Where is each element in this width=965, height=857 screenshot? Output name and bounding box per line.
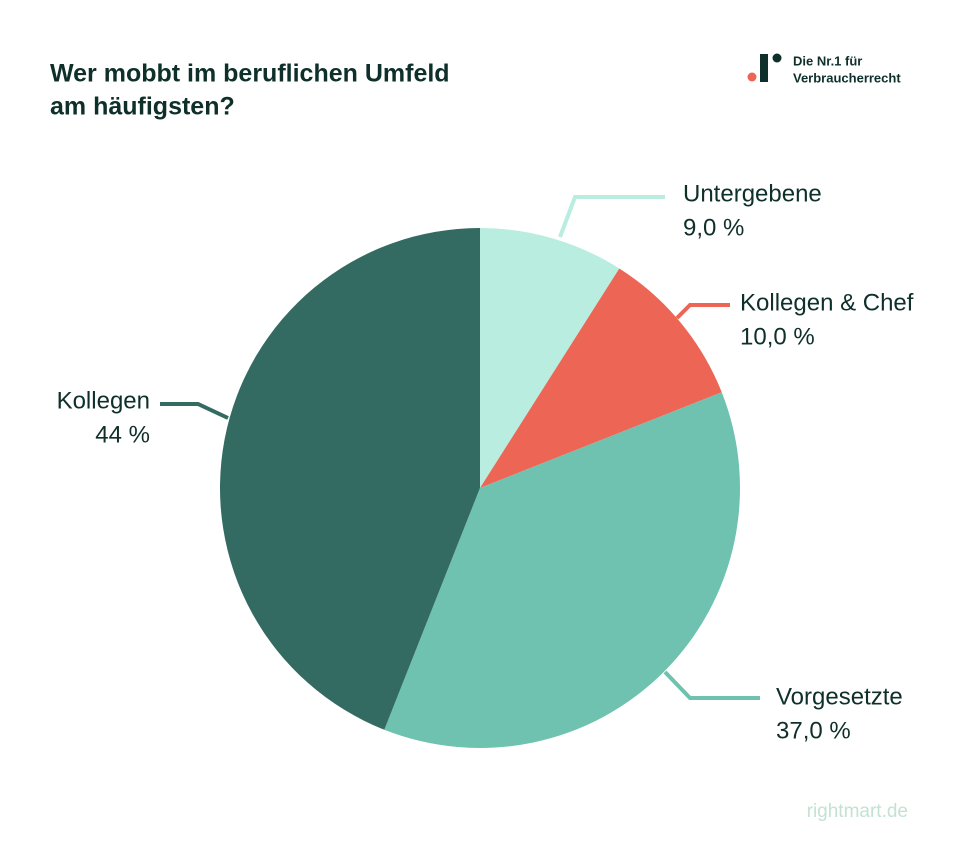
pie-slice (480, 228, 620, 488)
leader-line (558, 195, 665, 238)
logo-bar (760, 54, 768, 82)
logo-dot (747, 72, 757, 82)
pie-slice (220, 228, 481, 730)
slice-value: 44 % (95, 421, 150, 448)
slice-label: Kollegen & Chef (740, 289, 914, 316)
slice-label: Vorgesetzte (776, 683, 903, 710)
chart-title: am häufigsten? (50, 93, 235, 121)
footer: rightmart.de (807, 801, 908, 822)
leader-line (675, 303, 730, 320)
slice-value: 9,0 % (683, 214, 744, 241)
logo-text: Die Nr.1 für (793, 53, 862, 68)
logo: Die Nr.1 für Verbraucherrecht (747, 53, 901, 85)
slice-label: Kollegen (57, 387, 150, 414)
slice-value: 37,0 % (776, 717, 851, 744)
pie-slice (384, 392, 740, 748)
pie-slice (480, 268, 722, 488)
leader-line (663, 670, 760, 700)
slice-label: Untergebene (683, 180, 822, 207)
leader-line (160, 402, 229, 420)
logo-text: Verbraucherrecht (793, 70, 901, 85)
chart-title: Wer mobbt im beruflichen Umfeld (50, 60, 450, 88)
logo-dot (772, 53, 782, 63)
slice-value: 10,0 % (740, 323, 815, 350)
